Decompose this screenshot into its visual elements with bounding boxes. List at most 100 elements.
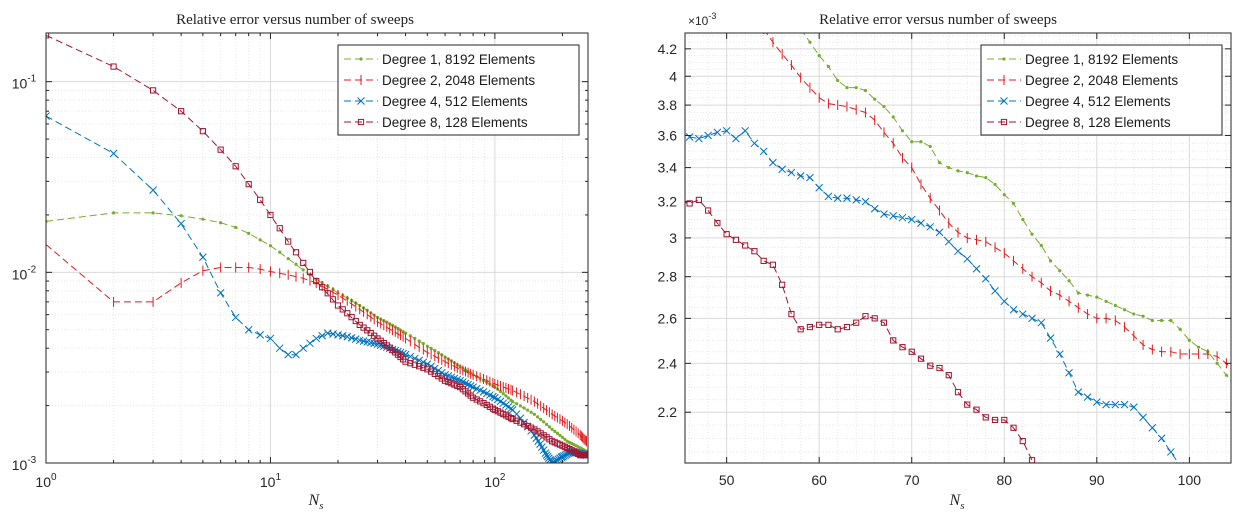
data-point	[732, 236, 739, 243]
data-point	[558, 433, 562, 437]
data-point	[217, 146, 224, 153]
data-point	[527, 424, 535, 431]
chart-right-ticks: 50 60 70 80 90 100 2.2 2.4 2.6 2.8 3 3.2 3.4 3.6 3.8 4 4…	[658, 33, 1231, 488]
data-point	[411, 361, 418, 368]
x-tick-label: 101	[260, 472, 282, 490]
data-point	[511, 399, 515, 404]
data-point	[928, 144, 932, 149]
data-point	[1076, 291, 1080, 295]
data-point	[695, 196, 702, 204]
data-point	[542, 420, 546, 424]
data-point	[685, 133, 694, 141]
data-point	[1120, 400, 1129, 409]
data-point	[1037, 318, 1046, 327]
legend-label-2: Degree 2, 2048 Elements	[382, 73, 535, 88]
series-markers-4	[686, 196, 1036, 463]
data-point	[1111, 400, 1120, 409]
data-point	[231, 313, 240, 322]
data-point	[1067, 279, 1071, 283]
data-point	[826, 64, 831, 69]
series-markers-2	[763, 33, 1227, 369]
data-point	[750, 139, 759, 148]
data-point	[926, 222, 935, 231]
data-point	[278, 250, 282, 254]
data-point	[300, 259, 307, 267]
data-point	[339, 306, 346, 313]
data-point	[1224, 373, 1228, 377]
data-point	[477, 398, 484, 405]
data-point	[483, 401, 490, 409]
chart-left-title: Relative error versus number of sweeps	[176, 12, 414, 28]
data-point	[778, 165, 787, 174]
y-tick-label: 3.2	[658, 194, 678, 210]
data-point	[425, 344, 429, 348]
data-point	[110, 63, 117, 70]
data-point	[268, 244, 273, 248]
legend-label-4: Degree 8, 128 Elements	[382, 115, 528, 130]
data-point	[817, 53, 821, 58]
data-point	[201, 217, 205, 221]
data-point	[522, 406, 526, 410]
data-point	[544, 422, 549, 426]
x-tick-label: 100	[35, 472, 57, 490]
data-point	[1058, 269, 1062, 273]
data-point	[1234, 386, 1237, 389]
data-point	[796, 172, 805, 180]
data-point	[473, 396, 480, 403]
data-point	[806, 323, 814, 331]
data-point	[843, 323, 851, 331]
legend-label-3: Degree 4, 512 Elements	[382, 94, 528, 109]
data-point	[517, 419, 524, 426]
data-point	[284, 350, 293, 359]
chart-right-relative-error-zoom: Relative error versus number of sweeps 5…	[658, 11, 1237, 512]
data-point	[1046, 334, 1055, 343]
data-point	[403, 331, 408, 335]
y-tick-label: 3.8	[658, 97, 678, 113]
data-point	[583, 452, 588, 459]
data-point	[900, 129, 905, 133]
data-point	[722, 126, 731, 135]
data-point	[299, 344, 308, 353]
data-point	[199, 253, 207, 262]
data-point	[232, 163, 239, 170]
y-tick-label: 10-2	[12, 264, 37, 282]
data-point	[470, 394, 477, 401]
data-point	[306, 268, 314, 276]
data-point	[275, 344, 284, 353]
data-point	[1122, 308, 1127, 312]
data-point	[991, 287, 999, 295]
data-point	[984, 175, 988, 180]
data-point	[177, 219, 185, 228]
y-tick-label: 2.8	[658, 269, 678, 285]
data-point	[509, 415, 516, 423]
data-point	[880, 210, 888, 218]
data-point	[258, 238, 262, 242]
y-tick-label: 3.6	[658, 127, 678, 143]
data-point	[732, 134, 740, 143]
data-point	[1019, 437, 1026, 445]
chart-right-legend-box	[980, 44, 1223, 136]
legend-marker-4	[357, 118, 365, 126]
data-point	[430, 364, 439, 373]
data-point	[312, 334, 321, 343]
data-point	[256, 331, 265, 339]
data-point	[149, 186, 157, 194]
data-point	[799, 28, 802, 31]
data-point	[870, 204, 879, 213]
data-point	[769, 158, 777, 167]
data-point	[871, 315, 878, 322]
data-point	[245, 181, 252, 188]
data-point	[907, 215, 916, 224]
data-point	[972, 264, 981, 273]
data-point	[982, 414, 989, 421]
series-markers-3	[685, 126, 1184, 463]
data-point	[433, 348, 437, 353]
data-point	[219, 221, 223, 225]
data-point	[954, 389, 962, 396]
data-point	[429, 346, 433, 350]
data-point	[825, 321, 832, 328]
chart-left-relative-error-loglog: Relative error versus number of sweeps 1…	[12, 12, 589, 512]
data-point	[861, 197, 870, 206]
legend-label-1: Degree 1, 8192 Elements	[382, 52, 535, 67]
chart-right-xlabel: Ns	[949, 492, 965, 512]
